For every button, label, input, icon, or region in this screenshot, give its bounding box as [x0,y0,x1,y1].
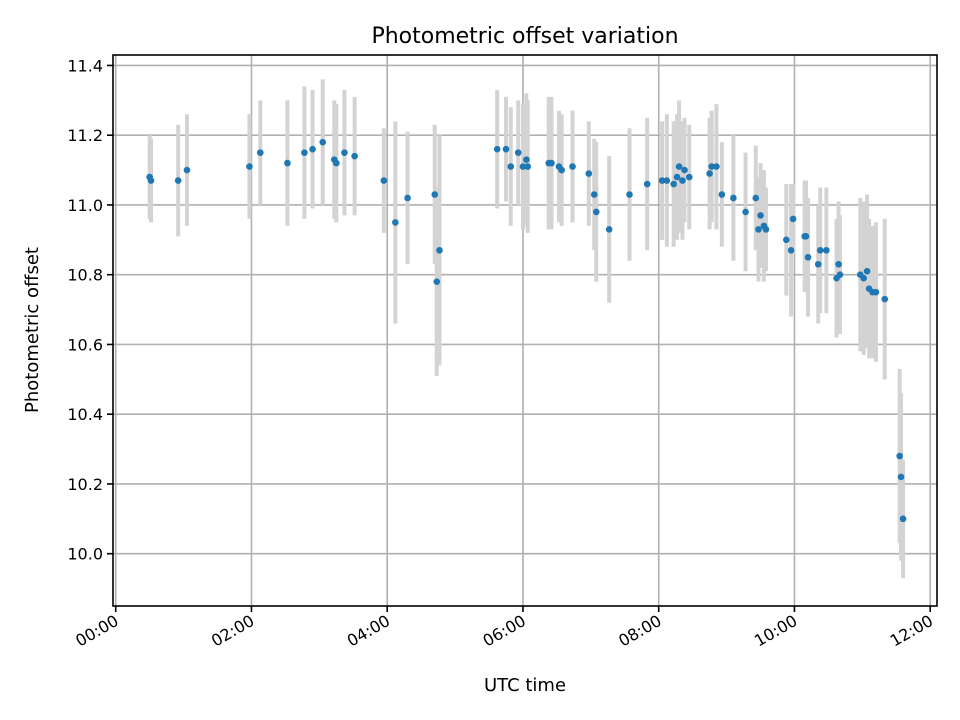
y-tick-label: 10.2 [67,475,103,494]
data-point [804,253,812,261]
chart-title: Photometric offset variation [371,24,678,49]
data-point [681,166,688,174]
data-point [643,180,651,188]
y-tick-label: 10.8 [67,266,103,285]
data-point [183,166,191,174]
data-point [706,170,713,177]
data-point [673,173,681,181]
data-point [392,219,399,226]
data-point [433,278,441,285]
data-point [569,163,576,170]
data-point [309,145,316,153]
data-point [524,163,532,170]
data-point [174,177,182,184]
data-point [605,226,613,233]
data-point [836,271,844,279]
data-point [899,515,907,523]
data-point [301,149,308,156]
data-point [783,236,790,244]
data-point [519,163,527,170]
data-point [755,226,762,233]
data-point [835,260,842,268]
data-point [147,177,155,184]
data-point [626,191,633,198]
data-point [380,177,388,184]
data-point [246,163,253,170]
data-point [872,288,880,296]
data-point [592,208,600,216]
data-point [341,149,348,156]
y-axis-label: Photometric offset [22,247,43,413]
data-point [816,246,824,254]
y-tick-label: 10.4 [67,405,103,424]
y-tick-label: 10.0 [67,545,103,564]
y-tick-label: 11.4 [67,56,103,75]
data-point [757,212,764,219]
data-point [284,159,291,167]
data-point [558,166,565,174]
data-point [685,173,693,181]
y-tick-label: 11.0 [67,196,103,215]
data-point [823,246,830,254]
data-point [663,177,671,184]
data-point [789,215,797,223]
data-point [658,177,666,184]
data-point [896,452,903,460]
data-point [404,194,411,202]
data-point [333,159,340,167]
data-point [802,233,810,240]
data-point [493,145,501,153]
y-tick-label: 11.2 [67,126,103,145]
data-point [752,194,760,202]
data-point [514,149,522,156]
data-point [762,226,770,233]
data-point [742,208,749,216]
data-point [548,159,555,167]
x-axis-label: UTC time [484,675,566,696]
data-point [675,163,683,170]
data-point [502,145,510,153]
data-point [585,170,593,177]
data-point [523,156,530,163]
data-point [590,191,598,198]
data-point [436,246,443,254]
data-point [897,473,905,481]
data-points [146,138,907,523]
data-point [679,177,686,184]
data-point [860,274,867,282]
data-point [730,194,737,202]
data-point [708,163,715,170]
data-point [814,260,822,268]
data-point [431,191,439,198]
data-point [319,138,327,146]
data-point [713,163,720,170]
data-point [787,246,795,254]
plot-frame [112,54,938,607]
data-point [863,267,871,275]
data-point [718,191,726,198]
data-point [256,149,264,156]
data-point [351,152,358,160]
data-point [507,163,515,170]
data-point [881,295,889,303]
data-point [670,180,677,188]
y-tick-label: 10.6 [67,335,103,354]
